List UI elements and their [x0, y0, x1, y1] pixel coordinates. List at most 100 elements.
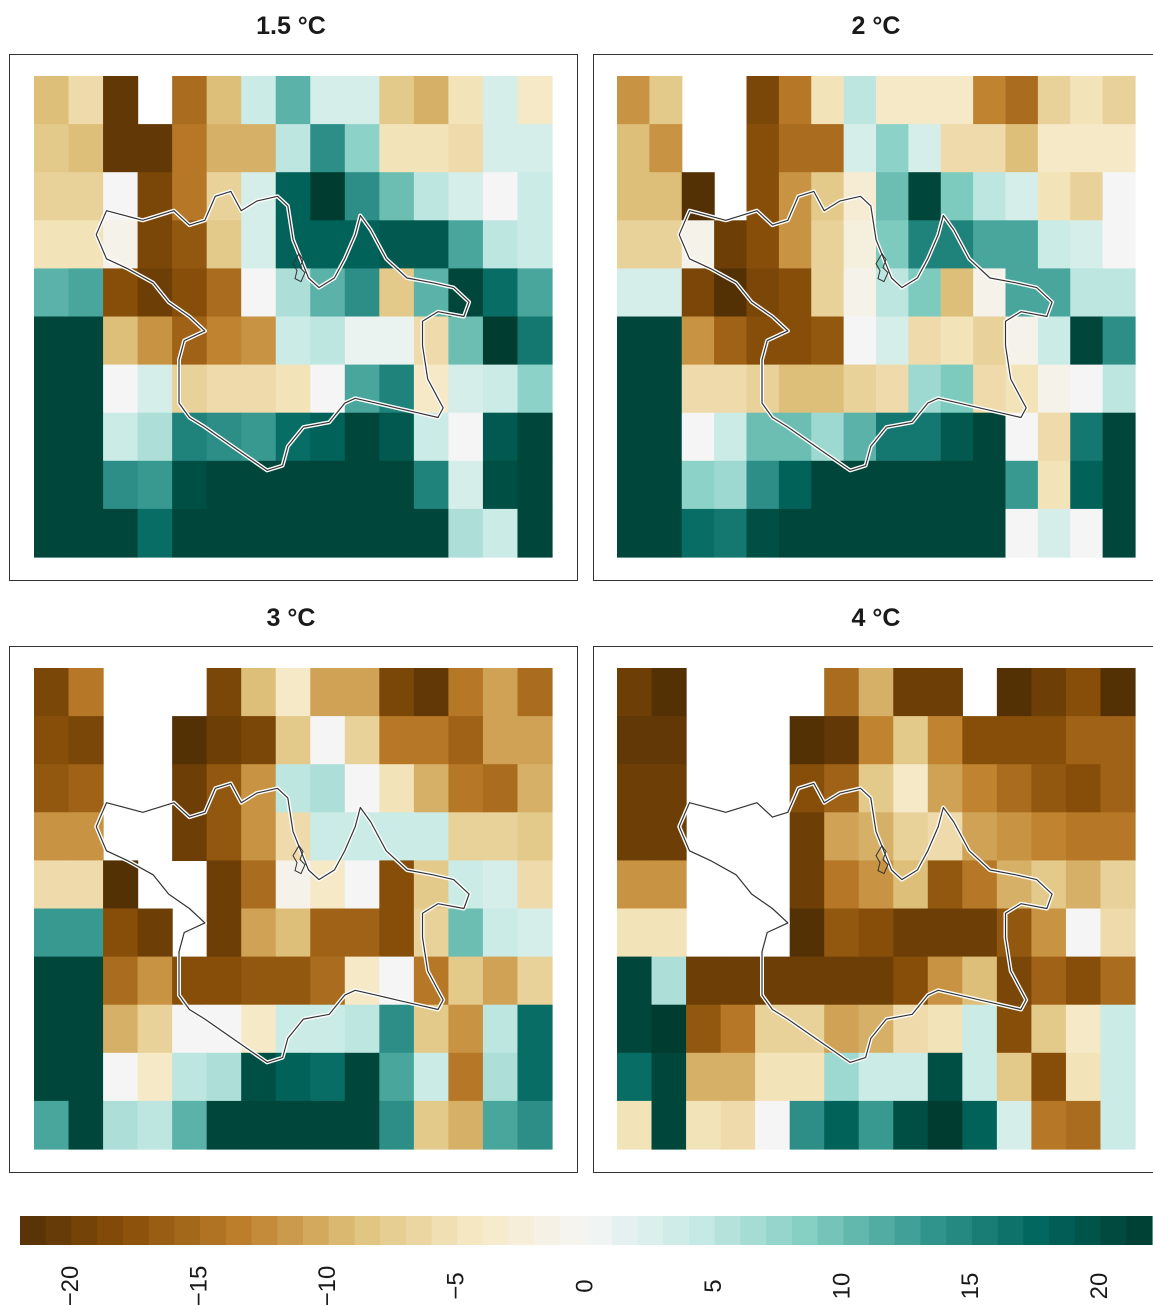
heatmap-cell — [720, 1100, 756, 1150]
heatmap-cell — [310, 956, 346, 1006]
heatmap-cell — [206, 860, 242, 910]
heatmap-cell — [275, 1052, 311, 1102]
heatmap-cell — [482, 364, 519, 414]
colorbar-tick-label: 10 — [829, 1273, 856, 1300]
heatmap-cell — [517, 716, 553, 765]
heatmap-cell — [34, 716, 70, 765]
heatmap-cell — [651, 668, 687, 717]
heatmap-cell — [1065, 956, 1102, 1006]
colorbar-segment — [663, 1216, 690, 1245]
heatmap-cell — [1070, 268, 1104, 318]
heatmap-cell — [1065, 668, 1102, 717]
heatmap-cell — [172, 124, 208, 173]
heatmap-cell — [649, 268, 683, 318]
heatmap-cell — [940, 124, 974, 173]
heatmap-cell — [876, 460, 909, 510]
heatmap-cell — [310, 316, 346, 366]
heatmap-cell — [843, 124, 877, 173]
heatmap-cell — [824, 668, 860, 717]
heatmap-cell — [824, 860, 860, 910]
heatmap-cell — [858, 668, 894, 717]
heatmap-cell — [617, 860, 653, 910]
heatmap-cell — [720, 1004, 756, 1054]
heatmap-cell — [275, 172, 311, 221]
heatmap-cell — [908, 172, 942, 221]
heatmap-cell — [714, 508, 748, 558]
heatmap-cell — [482, 76, 519, 125]
heatmap-cell — [482, 764, 519, 813]
heatmap-cell — [996, 860, 1032, 910]
lake-outline — [292, 844, 306, 875]
heatmap-cell — [172, 412, 208, 462]
heatmap-cell — [344, 316, 380, 366]
heatmap-cell — [206, 716, 242, 765]
panel-title-1: 1.5 °C — [256, 12, 326, 40]
heatmap-cell — [103, 956, 139, 1006]
colorbar-segment — [688, 1216, 716, 1245]
heatmap-panel-2 — [617, 76, 1136, 558]
heatmap-cell — [379, 412, 415, 462]
heatmap-cell — [103, 508, 139, 558]
heatmap-cell — [241, 508, 277, 558]
heatmap-cell — [517, 1100, 553, 1150]
heatmap-cell — [651, 764, 687, 813]
heatmap-cell — [68, 460, 104, 510]
heatmap-cell — [1005, 76, 1039, 125]
heatmap-cell — [778, 316, 812, 366]
heatmap-cell — [206, 1100, 242, 1150]
heatmap-cell — [1100, 1052, 1136, 1102]
heatmap-cell — [34, 364, 70, 414]
heatmap-cell — [68, 124, 104, 173]
heatmap-cell — [68, 668, 104, 717]
colorbar-segment — [817, 1216, 844, 1245]
heatmap-cell — [1005, 124, 1039, 173]
heatmap-cell — [482, 316, 519, 366]
heatmap-cell — [940, 316, 974, 366]
panel-title-3: 3 °C — [266, 604, 316, 632]
colorbar-segment — [791, 1216, 819, 1245]
heatmap-cell — [68, 1100, 104, 1150]
heatmap-cell — [413, 1100, 449, 1150]
heatmap-cell — [858, 908, 894, 958]
heatmap-cell — [746, 220, 780, 269]
heatmap-cell — [103, 268, 139, 318]
heatmap-cell — [448, 364, 484, 414]
heatmap-cell — [940, 412, 974, 462]
heatmap-cell — [448, 412, 484, 462]
colorbar-tick-label: −15 — [185, 1266, 212, 1305]
heatmap-cell — [778, 172, 812, 221]
heatmap-cell — [241, 668, 277, 717]
colorbar-segment — [971, 1216, 999, 1245]
heatmap-cell — [344, 172, 380, 221]
heatmap-cell — [686, 1052, 722, 1102]
heatmap-cell — [310, 364, 346, 414]
heatmap-cell — [927, 716, 963, 765]
heatmap-cell — [482, 860, 519, 910]
heatmap-cell — [241, 220, 277, 269]
colorbar-segment — [766, 1216, 793, 1245]
heatmap-cell — [275, 460, 311, 510]
heatmap-cell — [413, 412, 449, 462]
heatmap-cell — [778, 460, 812, 510]
heatmap-cell — [310, 812, 346, 861]
colorbar-segment — [328, 1216, 356, 1245]
colorbar-segment — [1126, 1216, 1153, 1245]
heatmap-cell — [927, 860, 963, 910]
heatmap-cell — [448, 508, 484, 558]
heatmap-cell — [206, 220, 242, 269]
heatmap-panel-1 — [34, 76, 553, 558]
heatmap-cell — [68, 268, 104, 318]
heatmap-cell — [1031, 1100, 1067, 1150]
heatmap-cell — [649, 412, 683, 462]
heatmap-cell — [34, 460, 70, 510]
heatmap-cell — [1070, 124, 1104, 173]
heatmap-cell — [413, 76, 449, 125]
heatmap-cell — [686, 956, 722, 1006]
heatmap-cell — [908, 316, 942, 366]
heatmap-cell — [448, 1004, 484, 1054]
heatmap-cell — [876, 172, 909, 221]
heatmap-cell — [413, 268, 449, 318]
panel-title-2: 2 °C — [851, 12, 901, 40]
heatmap-cell — [789, 956, 825, 1006]
colorbar-segment — [174, 1216, 201, 1245]
